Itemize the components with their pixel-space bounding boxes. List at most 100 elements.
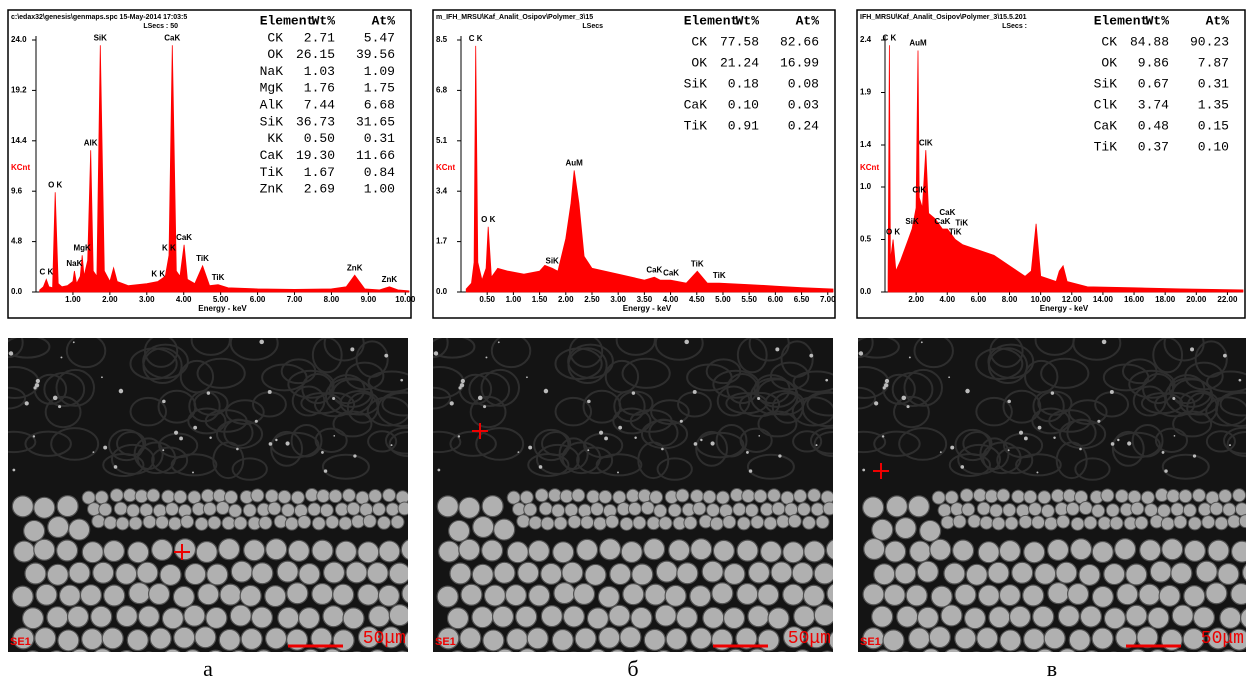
speck bbox=[758, 435, 761, 437]
matrix-cell bbox=[736, 338, 768, 374]
speck bbox=[778, 454, 782, 458]
fiber bbox=[1034, 562, 1057, 585]
fiber bbox=[98, 502, 113, 517]
fiber bbox=[930, 585, 953, 608]
speck bbox=[35, 378, 40, 384]
fiber bbox=[999, 629, 1022, 652]
table-value: 0.50 bbox=[304, 131, 335, 146]
peak-label: SiK bbox=[545, 256, 559, 265]
fiber bbox=[793, 605, 816, 628]
speck bbox=[113, 465, 118, 469]
matrix-cell bbox=[490, 338, 532, 369]
speck bbox=[1018, 430, 1024, 435]
speck bbox=[1223, 353, 1227, 358]
fiber bbox=[147, 582, 171, 606]
fiber bbox=[342, 488, 357, 503]
fiber bbox=[998, 584, 1022, 607]
fiber bbox=[802, 584, 826, 607]
fiber bbox=[1011, 489, 1026, 504]
table-value: 21.24 bbox=[720, 55, 759, 70]
spectrum bbox=[887, 45, 1244, 293]
x-tick-label: 0.50 bbox=[479, 295, 495, 304]
fiber bbox=[826, 583, 833, 604]
fiber bbox=[771, 501, 786, 516]
speck bbox=[24, 401, 29, 406]
fiber bbox=[1091, 503, 1106, 518]
y-tick-label: 19.2 bbox=[11, 86, 27, 95]
fiber bbox=[137, 605, 161, 628]
peak-label: CaK bbox=[646, 265, 662, 274]
fiber bbox=[664, 584, 687, 607]
fiber bbox=[146, 488, 161, 503]
table-value: 1.00 bbox=[364, 182, 395, 197]
speck bbox=[1050, 391, 1055, 395]
fiber bbox=[496, 648, 514, 652]
fiber bbox=[876, 649, 891, 652]
fiber bbox=[988, 606, 1011, 629]
element: TiK bbox=[684, 118, 708, 133]
fiber bbox=[352, 651, 362, 652]
fiber bbox=[767, 607, 790, 630]
fiber bbox=[1103, 562, 1126, 586]
x-tick-label: 9.00 bbox=[361, 295, 377, 304]
matrix-cell bbox=[433, 386, 452, 410]
sem-image: 50μm SE1 bbox=[433, 338, 833, 652]
fiber bbox=[928, 626, 951, 649]
speck bbox=[332, 397, 336, 401]
fiber bbox=[437, 627, 460, 650]
matrix-cell bbox=[792, 370, 833, 393]
fiber bbox=[592, 516, 607, 531]
fiber bbox=[952, 514, 967, 529]
fiber bbox=[328, 489, 343, 504]
fiber bbox=[264, 585, 287, 608]
fiber bbox=[311, 582, 334, 606]
fiber bbox=[644, 583, 667, 606]
speck bbox=[32, 435, 36, 438]
matrix-cell bbox=[433, 430, 462, 454]
speck bbox=[692, 389, 697, 394]
fiber bbox=[325, 515, 340, 530]
matrix-cell bbox=[715, 423, 748, 458]
fiber bbox=[35, 583, 58, 606]
fiber bbox=[770, 561, 793, 584]
fiber bbox=[127, 541, 150, 564]
fiber bbox=[1227, 514, 1242, 529]
fiber bbox=[782, 626, 806, 649]
x-tick-label: 8.00 bbox=[1002, 295, 1018, 304]
matrix-cell bbox=[270, 430, 304, 467]
fiber bbox=[481, 495, 504, 518]
fiber bbox=[297, 607, 321, 630]
table-value: 1.76 bbox=[304, 81, 335, 96]
table-value: 0.10 bbox=[728, 97, 759, 112]
fiber bbox=[1002, 503, 1017, 518]
x-tick-label: 22.00 bbox=[1217, 295, 1238, 304]
matrix-cell bbox=[695, 430, 729, 467]
matrix-cell bbox=[1172, 410, 1213, 438]
x-tick-label: 2.50 bbox=[584, 295, 600, 304]
matrix-cell bbox=[1040, 357, 1090, 389]
fiber bbox=[1170, 562, 1193, 585]
speck bbox=[268, 442, 273, 446]
fiber bbox=[493, 561, 516, 584]
matrix-cell bbox=[613, 390, 646, 423]
y-tick-label: 9.6 bbox=[11, 186, 23, 195]
fiber bbox=[702, 489, 717, 504]
y-tick-label: 1.0 bbox=[860, 182, 872, 191]
fiber bbox=[390, 515, 405, 530]
speck bbox=[458, 386, 462, 390]
fiber bbox=[657, 649, 671, 652]
fiber bbox=[633, 649, 648, 652]
fiber bbox=[264, 627, 288, 650]
element: CK bbox=[267, 30, 283, 45]
fiber bbox=[723, 562, 746, 586]
matrix-cell bbox=[1194, 340, 1228, 378]
fiber bbox=[976, 627, 999, 650]
fiber bbox=[173, 538, 197, 561]
fiber bbox=[346, 501, 361, 516]
table-value: 7.87 bbox=[1198, 55, 1229, 70]
fiber bbox=[1097, 516, 1112, 531]
speck bbox=[679, 419, 683, 423]
fiber bbox=[1140, 490, 1155, 505]
table-header: Wt% bbox=[736, 13, 760, 28]
fiber bbox=[482, 629, 505, 652]
